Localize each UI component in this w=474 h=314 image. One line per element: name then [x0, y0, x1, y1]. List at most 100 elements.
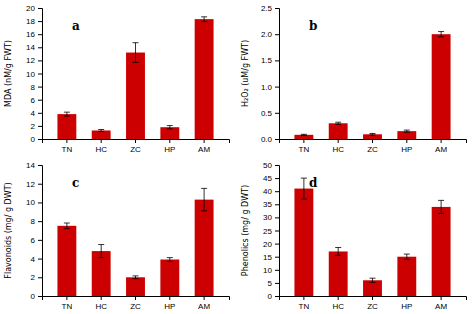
y-tick-mark — [275, 283, 279, 284]
y-tick: 6 — [31, 236, 42, 245]
y-tick: 5 — [268, 279, 279, 288]
x-axis: TN HC ZC HP AM — [280, 139, 467, 154]
x-tick-mark — [441, 139, 442, 143]
y-tick-mark — [275, 296, 279, 297]
y-tick-label: 0.0 — [261, 135, 273, 144]
x-tick: AM — [198, 139, 210, 154]
x-tick-label: ZC — [367, 145, 378, 154]
x-tick-mark — [66, 139, 67, 143]
y-tick-label: 0 — [31, 292, 36, 301]
y-tick-mark — [275, 244, 279, 245]
y-tick: 2.0 — [261, 30, 279, 39]
error-bar — [98, 130, 104, 132]
x-axis: TNHCZCHPAM — [280, 296, 467, 311]
y-tick: 4 — [31, 109, 42, 118]
y-tick: 16 — [26, 30, 42, 39]
x-tick-label: AM — [198, 145, 210, 154]
x-tick-label: AM — [435, 302, 447, 311]
x-tick-label: AM — [198, 302, 210, 311]
x-axis-line — [280, 140, 467, 144]
y-tick: 10 — [263, 266, 279, 275]
y-tick-label: 5 — [268, 279, 273, 288]
error-bar — [201, 188, 207, 210]
x-tick-label: ZC — [130, 302, 141, 311]
bar — [397, 257, 416, 296]
y-tick: 8 — [31, 83, 42, 92]
y-tick-mark — [275, 270, 279, 271]
x-axis: TNHCZCHPAM — [43, 296, 230, 311]
x-tick: ZC — [367, 296, 378, 311]
y-tick-mark — [275, 217, 279, 218]
panel: 02468101214TNHCZCHPAMFlavonoids (mg/ g D… — [4, 161, 230, 311]
x-tick-label: HP — [164, 145, 175, 154]
y-tick: 14 — [26, 43, 42, 52]
x-tick: HC — [332, 139, 344, 154]
y-tick: 30 — [263, 213, 279, 222]
panel-label: b — [309, 19, 317, 33]
x-tick-mark — [204, 296, 205, 300]
y-axis: 02468101214161820 — [26, 4, 42, 144]
y-tick-mark — [275, 34, 279, 35]
error-bar — [301, 134, 307, 135]
x-tick-mark — [204, 139, 205, 143]
error-bar — [201, 17, 207, 22]
x-tick-label: AM — [435, 145, 447, 154]
y-tick: 2.5 — [261, 4, 279, 13]
y-tick: 0 — [268, 292, 279, 301]
y-axis-title: MDA (nM/g FWT) — [4, 40, 13, 107]
x-tick-mark — [169, 139, 170, 143]
x-tick-label: HC — [332, 145, 344, 154]
error-bar — [438, 200, 444, 213]
x-tick-label: HC — [95, 302, 107, 311]
plot-marks — [57, 188, 213, 296]
x-tick: HP — [401, 139, 412, 154]
y-tick-label: 2 — [31, 273, 36, 282]
x-tick-label: ZC — [367, 302, 378, 311]
bar — [126, 53, 145, 139]
error-bar — [133, 43, 139, 63]
y-tick: 12 — [26, 56, 42, 65]
y-tick-mark — [38, 47, 42, 48]
error-bar — [98, 245, 104, 258]
error-bar — [370, 133, 376, 135]
error-bar — [335, 122, 341, 124]
x-tick: HP — [164, 139, 175, 154]
y-tick: 10 — [26, 70, 42, 79]
x-tick-mark — [441, 296, 442, 300]
bar — [432, 207, 451, 296]
y-tick-label: 30 — [263, 213, 272, 222]
y-tick: 1.0 — [261, 83, 279, 92]
x-axis: TNHCZCHPAM — [43, 139, 230, 154]
y-tick-mark — [275, 8, 279, 9]
y-tick-label: 18 — [26, 17, 35, 26]
y-tick-label: 2.0 — [261, 30, 273, 39]
y-tick-label: 14 — [26, 43, 35, 52]
x-tick-label: TN — [62, 145, 73, 154]
y-tick: 18 — [26, 17, 42, 26]
error-bar — [404, 130, 410, 132]
y-tick-mark — [275, 113, 279, 114]
x-tick: HP — [164, 296, 175, 311]
x-tick: ZC — [130, 296, 141, 311]
plot-marks — [57, 17, 213, 139]
bar — [432, 34, 451, 139]
x-tick: HP — [401, 296, 412, 311]
y-tick-mark — [275, 257, 279, 258]
y-tick-mark — [275, 165, 279, 166]
panel: 05101520253035404550TNHCZCHPAMPhenolics … — [241, 161, 467, 311]
y-tick: 14 — [26, 161, 42, 170]
x-tick-label: HP — [401, 145, 412, 154]
x-tick-mark — [101, 296, 102, 300]
y-tick-mark — [38, 34, 42, 35]
x-tick-label: TN — [299, 145, 310, 154]
y-tick-mark — [38, 296, 42, 297]
x-tick-mark — [101, 139, 102, 143]
x-tick: ZC — [367, 139, 378, 154]
y-tick-mark — [275, 231, 279, 232]
x-tick: TN — [299, 139, 310, 154]
bar — [363, 134, 382, 139]
y-tick-mark — [38, 126, 42, 127]
x-axis-line — [280, 297, 467, 301]
y-tick: 1.5 — [261, 56, 279, 65]
error-bar — [438, 32, 444, 37]
